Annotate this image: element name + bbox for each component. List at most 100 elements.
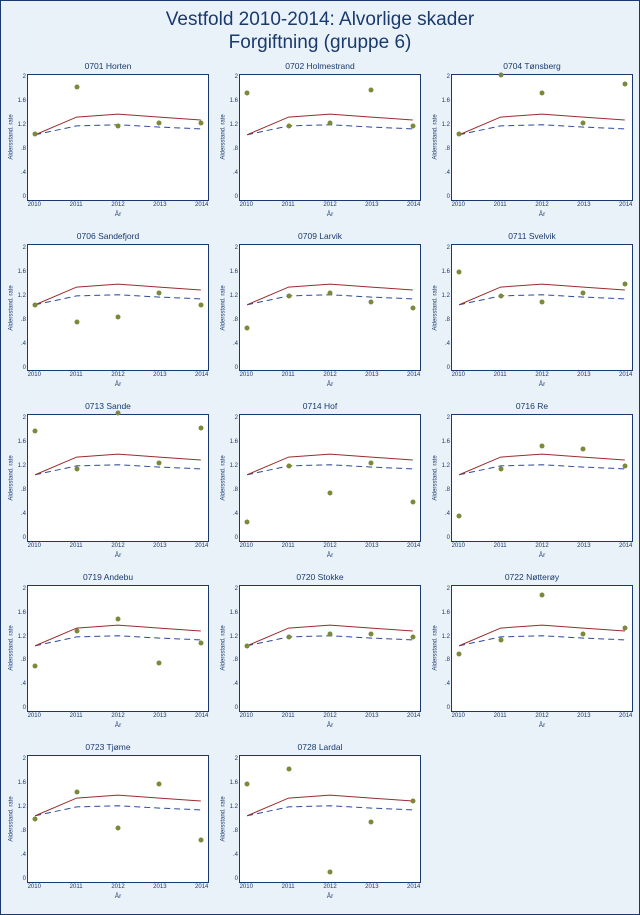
x-axis-label: År <box>115 893 122 900</box>
plot-area <box>239 755 421 882</box>
data-point <box>457 270 462 275</box>
x-tick-label: 2010 <box>28 202 41 208</box>
data-point <box>116 617 121 622</box>
y-tick-label: .8 <box>233 317 238 323</box>
x-axis-label: År <box>539 211 546 218</box>
panel-title: 0706 Sandefjord <box>7 231 209 242</box>
data-point <box>245 91 250 96</box>
data-point <box>245 781 250 786</box>
x-axis-label: År <box>539 381 546 388</box>
x-tick-label: 2012 <box>323 884 336 890</box>
y-tick-label: .8 <box>21 487 26 493</box>
dashed-trend-line <box>247 124 413 134</box>
chart-panel: 0716 ReAldersstand. rate0.4.81.21.622010… <box>431 401 633 561</box>
data-point <box>116 123 121 128</box>
x-axis-label: År <box>115 381 122 388</box>
data-point <box>157 781 162 786</box>
x-tick-label: 2012 <box>535 372 548 378</box>
data-point <box>116 314 121 319</box>
y-tick-label: .4 <box>21 681 26 687</box>
data-point <box>328 490 333 495</box>
y-axis-label: Aldersstand. rate <box>9 796 15 841</box>
y-tick-label: .4 <box>445 511 450 517</box>
y-tick-label: .8 <box>233 828 238 834</box>
x-tick-label: 2012 <box>111 202 124 208</box>
x-tick-label: 2013 <box>365 372 378 378</box>
x-tick-label: 2013 <box>577 372 590 378</box>
y-tick-label: .4 <box>21 511 26 517</box>
x-tick-label: 2010 <box>28 372 41 378</box>
y-tick-label: 0 <box>447 535 450 541</box>
data-point <box>410 799 415 804</box>
x-axis-label: År <box>327 552 334 559</box>
y-axis-label: Aldersstand. rate <box>433 455 439 500</box>
plot-area <box>451 74 633 201</box>
y-tick-label: 2 <box>23 74 26 80</box>
y-tick-label: 1.2 <box>18 293 26 299</box>
data-point <box>581 631 586 636</box>
y-tick-label: 1.2 <box>230 634 238 640</box>
y-tick-label: 1.2 <box>230 804 238 810</box>
panel-title: 0714 Hof <box>219 401 421 412</box>
plot-area <box>27 414 209 541</box>
data-point <box>157 120 162 125</box>
y-tick-label: .4 <box>445 170 450 176</box>
y-tick-label: 0 <box>23 365 26 371</box>
dashed-trend-line <box>35 295 201 305</box>
data-point <box>157 661 162 666</box>
y-tick-label: 0 <box>23 194 26 200</box>
x-tick-label: 2010 <box>240 884 253 890</box>
x-tick-label: 2010 <box>28 713 41 719</box>
y-tick-label: 1.2 <box>18 804 26 810</box>
empty-panel <box>431 742 633 902</box>
y-tick-label: 2 <box>23 586 26 592</box>
x-tick-label: 2011 <box>282 202 295 208</box>
data-point <box>198 426 203 431</box>
data-point <box>540 443 545 448</box>
y-tick-label: 1.2 <box>230 463 238 469</box>
y-tick-label: .8 <box>233 487 238 493</box>
x-axis-label: År <box>115 552 122 559</box>
data-point <box>622 464 627 469</box>
y-axis-label: Aldersstand. rate <box>9 626 15 671</box>
y-tick-label: 1.6 <box>230 269 238 275</box>
dashed-trend-line <box>35 806 201 816</box>
data-point <box>498 637 503 642</box>
dashed-trend-line <box>247 465 413 475</box>
y-tick-label: 2 <box>447 586 450 592</box>
y-axis-label: Aldersstand. rate <box>433 626 439 671</box>
y-axis-label: Aldersstand. rate <box>433 115 439 160</box>
y-tick-label: 1.2 <box>442 293 450 299</box>
y-tick-label: 1.2 <box>230 122 238 128</box>
data-point <box>74 85 79 90</box>
y-tick-label: 1.2 <box>230 293 238 299</box>
data-point <box>286 634 291 639</box>
y-tick-label: 1.6 <box>442 269 450 275</box>
plot-area <box>27 585 209 712</box>
data-point <box>74 320 79 325</box>
plot-area <box>239 244 421 371</box>
x-tick-label: 2011 <box>494 543 507 549</box>
y-tick-label: 0 <box>235 365 238 371</box>
y-tick-label: 1.6 <box>230 780 238 786</box>
y-tick-label: .8 <box>233 657 238 663</box>
y-tick-label: .4 <box>233 511 238 517</box>
panel-grid: 0701 HortenAldersstand. rate0.4.81.21.62… <box>7 61 633 903</box>
plot-area <box>27 74 209 201</box>
x-tick-label: 2012 <box>111 543 124 549</box>
x-axis-label: År <box>327 381 334 388</box>
y-tick-label: 0 <box>235 194 238 200</box>
chart-panel: 0704 TønsbergAldersstand. rate0.4.81.21.… <box>431 61 633 221</box>
x-tick-label: 2012 <box>323 713 336 719</box>
y-tick-label: 2 <box>447 245 450 251</box>
dashed-trend-line <box>459 465 625 475</box>
data-point <box>581 290 586 295</box>
dashed-trend-line <box>247 806 413 816</box>
y-tick-label: .8 <box>21 657 26 663</box>
y-tick-label: 0 <box>447 194 450 200</box>
data-point <box>540 593 545 598</box>
data-point <box>622 282 627 287</box>
dashed-trend-line <box>459 636 625 646</box>
panel-title: 0720 Stokke <box>219 572 421 583</box>
x-tick-label: 2014 <box>195 543 208 549</box>
